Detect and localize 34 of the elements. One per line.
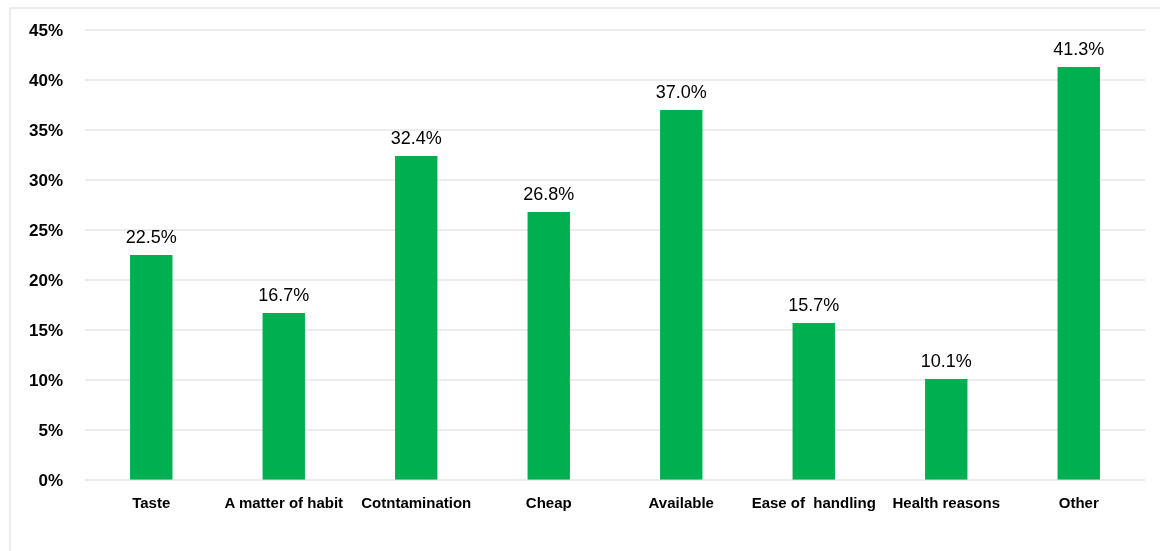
- data-label: 15.7%: [788, 295, 840, 315]
- data-label: 16.7%: [258, 285, 310, 305]
- x-tick-label: Taste: [132, 493, 171, 511]
- x-tick-label: Ease of handling: [751, 493, 876, 511]
- bar: [262, 313, 305, 480]
- data-label: 37.0%: [655, 82, 707, 102]
- y-tick-label: 30%: [28, 170, 63, 190]
- y-tick-label: 5%: [38, 420, 63, 440]
- x-tick-label: Cheap: [525, 493, 572, 511]
- y-tick-label: 20%: [28, 270, 63, 290]
- bar: [527, 212, 570, 480]
- x-tick-label: Health reasons: [892, 493, 1001, 511]
- data-label: 32.4%: [390, 128, 442, 148]
- data-label: 41.3%: [1053, 39, 1105, 59]
- x-tick-label: Available: [648, 493, 714, 511]
- y-tick-label: 15%: [28, 320, 63, 340]
- data-label: 22.5%: [125, 227, 177, 247]
- y-tick-label: 45%: [28, 20, 63, 40]
- y-tick-label: 0%: [38, 470, 63, 490]
- x-tick-label: Other: [1058, 493, 1099, 511]
- bar: [395, 156, 438, 480]
- y-tick-label: 10%: [28, 370, 63, 390]
- data-label: 26.8%: [523, 184, 575, 204]
- y-tick-label: 25%: [28, 220, 63, 240]
- x-tick-label: Cotntamination: [361, 493, 472, 511]
- y-tick-label: 35%: [28, 120, 63, 140]
- bar: [660, 110, 703, 480]
- bar: [130, 255, 173, 480]
- bar: [792, 323, 835, 480]
- bar: [925, 379, 968, 480]
- bar: [1057, 67, 1100, 480]
- y-tick-label: 40%: [28, 70, 63, 90]
- x-tick-label: A matter of habit: [224, 493, 344, 511]
- data-label: 10.1%: [920, 351, 972, 371]
